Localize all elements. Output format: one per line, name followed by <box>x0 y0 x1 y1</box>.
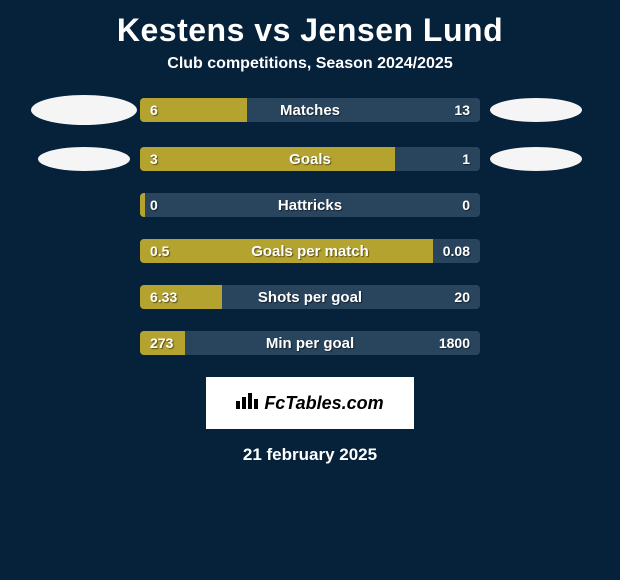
stat-bar-left-fill <box>140 239 433 263</box>
stats-list: 6Matches13 3Goals1 0Hattricks0 0.5Goals per… <box>0 95 620 355</box>
stat-bar: 3Goals1 <box>140 147 480 171</box>
left-avatar-col <box>28 147 140 171</box>
stat-bar-right-fill <box>222 285 480 309</box>
stat-bar-right-fill <box>145 193 480 217</box>
comparison-infographic: Kestens vs Jensen Lund Club competitions… <box>0 0 620 465</box>
stat-bar: 6Matches13 <box>140 98 480 122</box>
chart-icon <box>236 391 258 415</box>
right-avatar-col <box>480 98 592 122</box>
stat-bar-right-fill <box>395 147 480 171</box>
stat-row: 3Goals1 <box>8 147 612 171</box>
page-subtitle: Club competitions, Season 2024/2025 <box>0 55 620 95</box>
stat-bar: 0.5Goals per match0.08 <box>140 239 480 263</box>
stat-row: 0Hattricks0 <box>8 193 612 217</box>
player-avatar-left <box>38 147 130 171</box>
stat-bar: 0Hattricks0 <box>140 193 480 217</box>
stat-row: 6Matches13 <box>8 95 612 125</box>
player-avatar-left <box>31 95 137 125</box>
stat-bar-right-fill <box>433 239 480 263</box>
left-avatar-col <box>28 95 140 125</box>
stat-bar-left-fill <box>140 331 185 355</box>
stat-bar: 273Min per goal1800 <box>140 331 480 355</box>
stat-row: 0.5Goals per match0.08 <box>8 239 612 263</box>
branding-text: FcTables.com <box>264 393 383 414</box>
player-avatar-right <box>490 147 582 171</box>
stat-row: 273Min per goal1800 <box>8 331 612 355</box>
stat-bar-left-fill <box>140 285 222 309</box>
stat-bar-right-fill <box>247 98 480 122</box>
stat-bar-left-fill <box>140 98 247 122</box>
stat-bar: 6.33Shots per goal20 <box>140 285 480 309</box>
player-avatar-right <box>490 98 582 122</box>
page-title: Kestens vs Jensen Lund <box>0 0 620 55</box>
branding-box: FcTables.com <box>206 377 414 429</box>
generation-date: 21 february 2025 <box>0 429 620 465</box>
stat-bar-left-fill <box>140 147 395 171</box>
stat-bar-right-fill <box>185 331 480 355</box>
right-avatar-col <box>480 147 592 171</box>
stat-row: 6.33Shots per goal20 <box>8 285 612 309</box>
